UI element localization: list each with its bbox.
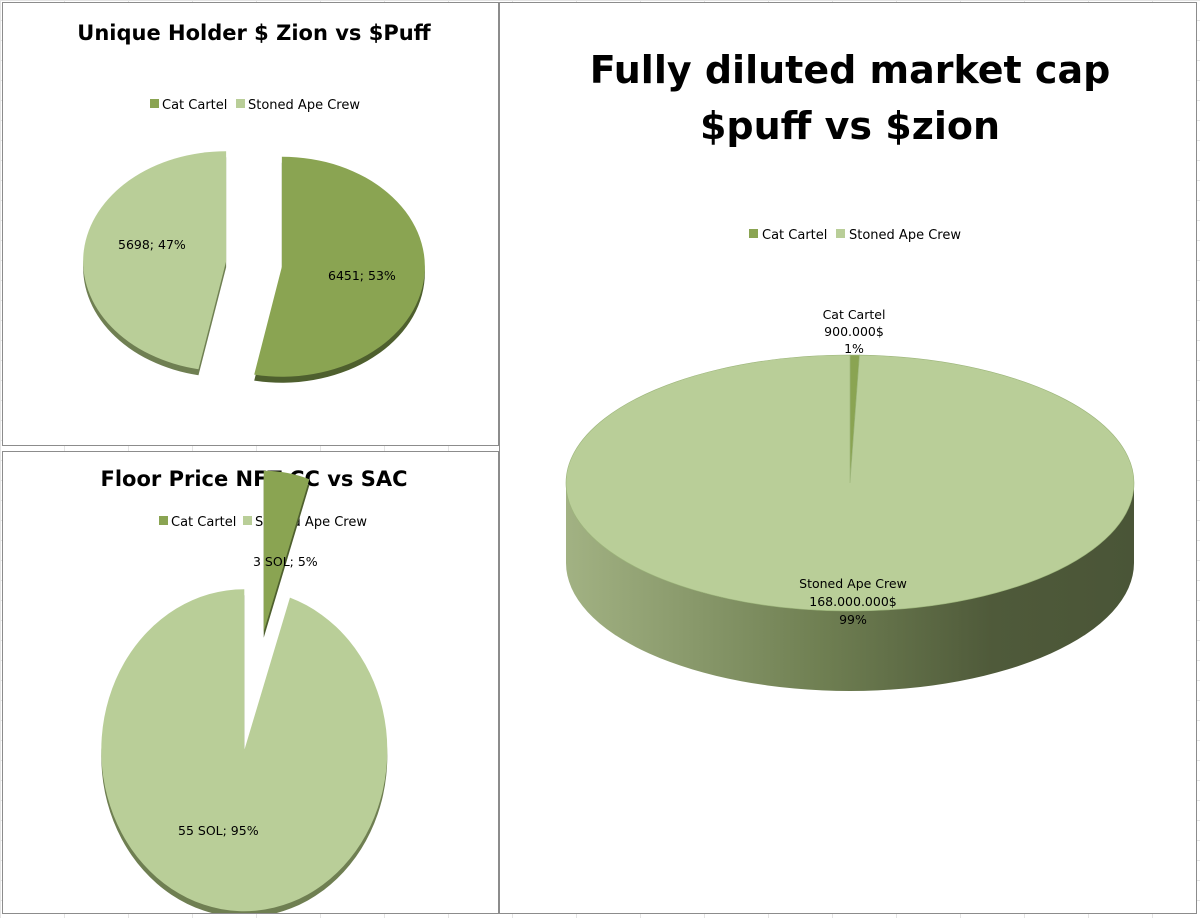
- legend-swatch-cat-cartel: [749, 229, 758, 238]
- pie-side-wall: [566, 483, 1134, 691]
- chart-title: Floor Price NFT CC vs SAC: [101, 467, 408, 491]
- unique-holders-chart: Unique Holder $ Zion vs $Puff Cat Cartel…: [77, 21, 432, 383]
- legend-label-stoned-ape-crew: Stoned Ape Crew: [248, 98, 360, 113]
- chart-title-line-1: Fully diluted market cap: [590, 48, 1111, 92]
- legend-label-stoned-ape-crew: Stoned Ape Crew: [849, 228, 961, 243]
- data-label-stoned-ape-crew: 5698; 47%: [118, 237, 186, 252]
- data-label-cat-cartel-value: 900.000$: [824, 324, 884, 339]
- legend: Cat Cartel Stoned Ape Crew: [159, 515, 367, 530]
- data-label-stoned-ape-crew-percent: 99%: [839, 612, 867, 627]
- pie-3d: [565, 354, 1135, 691]
- chart-panel-floor-price: Floor Price NFT CC vs SAC Cat Cartel Sto…: [2, 451, 499, 914]
- market-cap-chart: Fully diluted market cap $puff vs $zion …: [565, 48, 1135, 691]
- data-label-stoned-ape-crew-value: 168.000.000$: [809, 594, 896, 609]
- chart-panel-unique-holders: Unique Holder $ Zion vs $Puff Cat Cartel…: [2, 2, 499, 446]
- data-label-cat-cartel-name: Cat Cartel: [823, 307, 886, 322]
- pie-slice-stoned-ape-crew: [83, 151, 227, 370]
- data-label-stoned-ape-crew: 55 SOL; 95%: [178, 823, 259, 838]
- legend-label-cat-cartel: Cat Cartel: [171, 515, 236, 530]
- data-label-cat-cartel: 3 SOL; 5%: [253, 554, 318, 569]
- pie-slice-stoned-ape-crew: [565, 354, 1135, 612]
- floor-price-chart: Floor Price NFT CC vs SAC Cat Cartel Sto…: [101, 467, 408, 913]
- pie-slice-cat-cartel: [263, 470, 310, 632]
- legend-swatch-cat-cartel: [159, 516, 168, 525]
- data-label-cat-cartel: 6451; 53%: [328, 268, 396, 283]
- legend-swatch-stoned-ape-crew: [243, 516, 252, 525]
- legend-label-cat-cartel: Cat Cartel: [162, 98, 227, 113]
- data-label-stoned-ape-crew-name: Stoned Ape Crew: [799, 576, 907, 591]
- data-label-cat-cartel-percent: 1%: [844, 341, 864, 356]
- legend: Cat Cartel Stoned Ape Crew: [749, 228, 961, 243]
- pie: [83, 151, 425, 383]
- legend-swatch-stoned-ape-crew: [236, 99, 245, 108]
- data-label-stoned-ape-crew: Stoned Ape Crew 168.000.000$ 99%: [799, 576, 907, 627]
- chart-title-line-2: $puff vs $zion: [700, 104, 1000, 148]
- chart-panel-market-cap: Fully diluted market cap $puff vs $zion …: [499, 2, 1197, 914]
- data-label-cat-cartel: Cat Cartel 900.000$ 1%: [823, 307, 886, 356]
- legend-swatch-cat-cartel: [150, 99, 159, 108]
- legend-label-cat-cartel: Cat Cartel: [762, 228, 827, 243]
- pie: [101, 470, 388, 913]
- chart-title: Unique Holder $ Zion vs $Puff: [77, 21, 431, 45]
- pie-slice-cat-cartel: [254, 156, 425, 377]
- legend-swatch-stoned-ape-crew: [836, 229, 845, 238]
- legend: Cat Cartel Stoned Ape Crew: [150, 98, 360, 113]
- pie-slice-stoned-ape-crew: [101, 589, 388, 912]
